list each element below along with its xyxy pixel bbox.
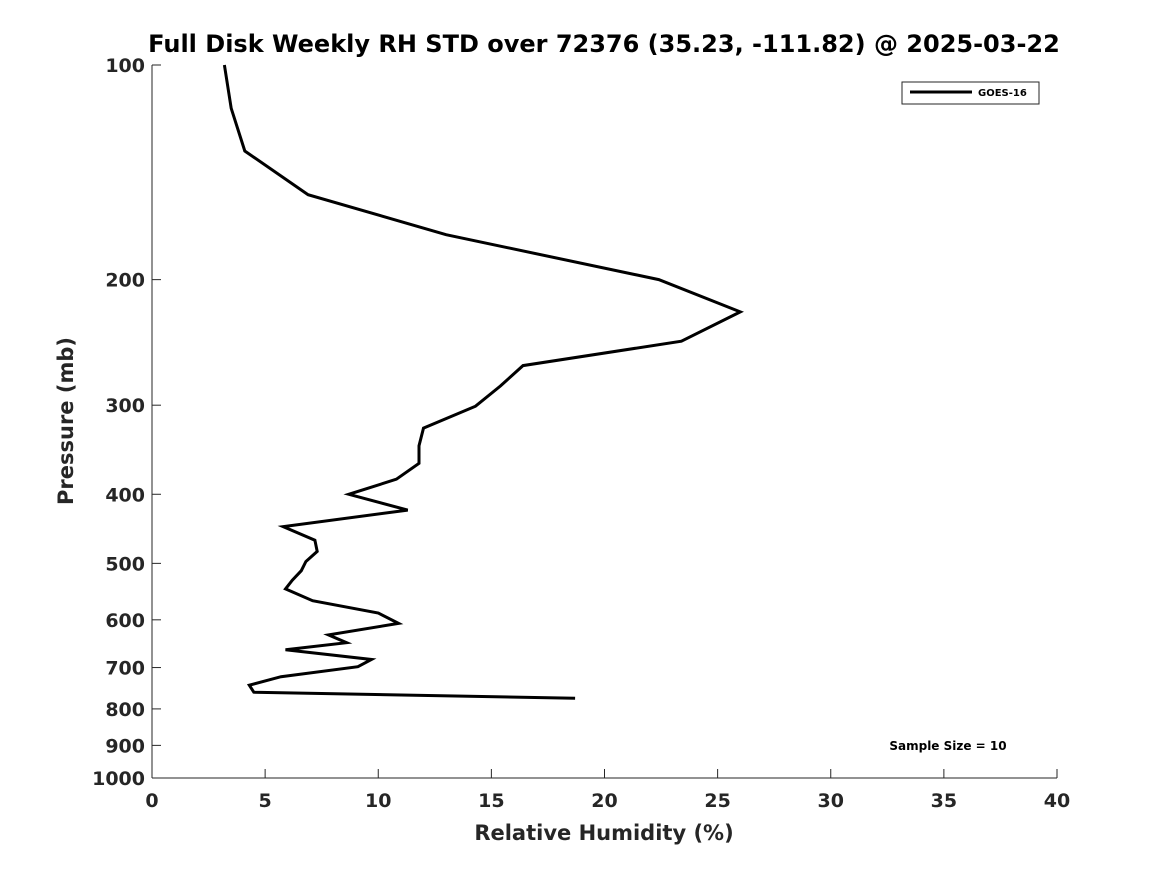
y-tick-label: 100 — [105, 55, 145, 77]
sample-size-annotation: Sample Size = 10 — [889, 739, 1006, 753]
y-ticks: 100 200 300 400 500 600 700 800 900 1000 — [92, 55, 161, 790]
y-tick-label: 500 — [105, 553, 145, 575]
x-tick-label: 35 — [931, 790, 957, 812]
series-line-goes-16 — [222, 64, 744, 700]
x-ticks: 0 5 10 15 20 25 30 35 40 — [145, 769, 1070, 812]
x-tick-label: 10 — [365, 790, 391, 812]
x-tick-label: 40 — [1044, 790, 1070, 812]
y-axis-label: Pressure (mb) — [54, 337, 78, 505]
y-tick-label: 900 — [105, 735, 145, 757]
y-tick-label: 300 — [105, 395, 145, 417]
y-tick-label: 400 — [105, 484, 145, 506]
y-tick-label: 200 — [105, 270, 145, 292]
x-axis-label: Relative Humidity (%) — [474, 821, 733, 845]
legend: GOES-16 — [901, 81, 1040, 105]
plot-area — [152, 65, 1057, 778]
y-tick-label: 800 — [105, 699, 145, 721]
y-tick-label: 700 — [105, 658, 145, 680]
y-tick-label: 600 — [105, 610, 145, 632]
x-tick-label: 30 — [818, 790, 844, 812]
x-tick-label: 25 — [704, 790, 730, 812]
chart-title: Full Disk Weekly RH STD over 72376 (35.2… — [148, 30, 1060, 58]
x-tick-label: 15 — [478, 790, 504, 812]
x-tick-label: 20 — [591, 790, 617, 812]
series-group — [222, 64, 744, 700]
x-tick-label: 5 — [259, 790, 272, 812]
x-tick-label: 0 — [145, 790, 158, 812]
y-tick-label: 1000 — [92, 768, 145, 790]
legend-label: GOES-16 — [978, 88, 1027, 99]
